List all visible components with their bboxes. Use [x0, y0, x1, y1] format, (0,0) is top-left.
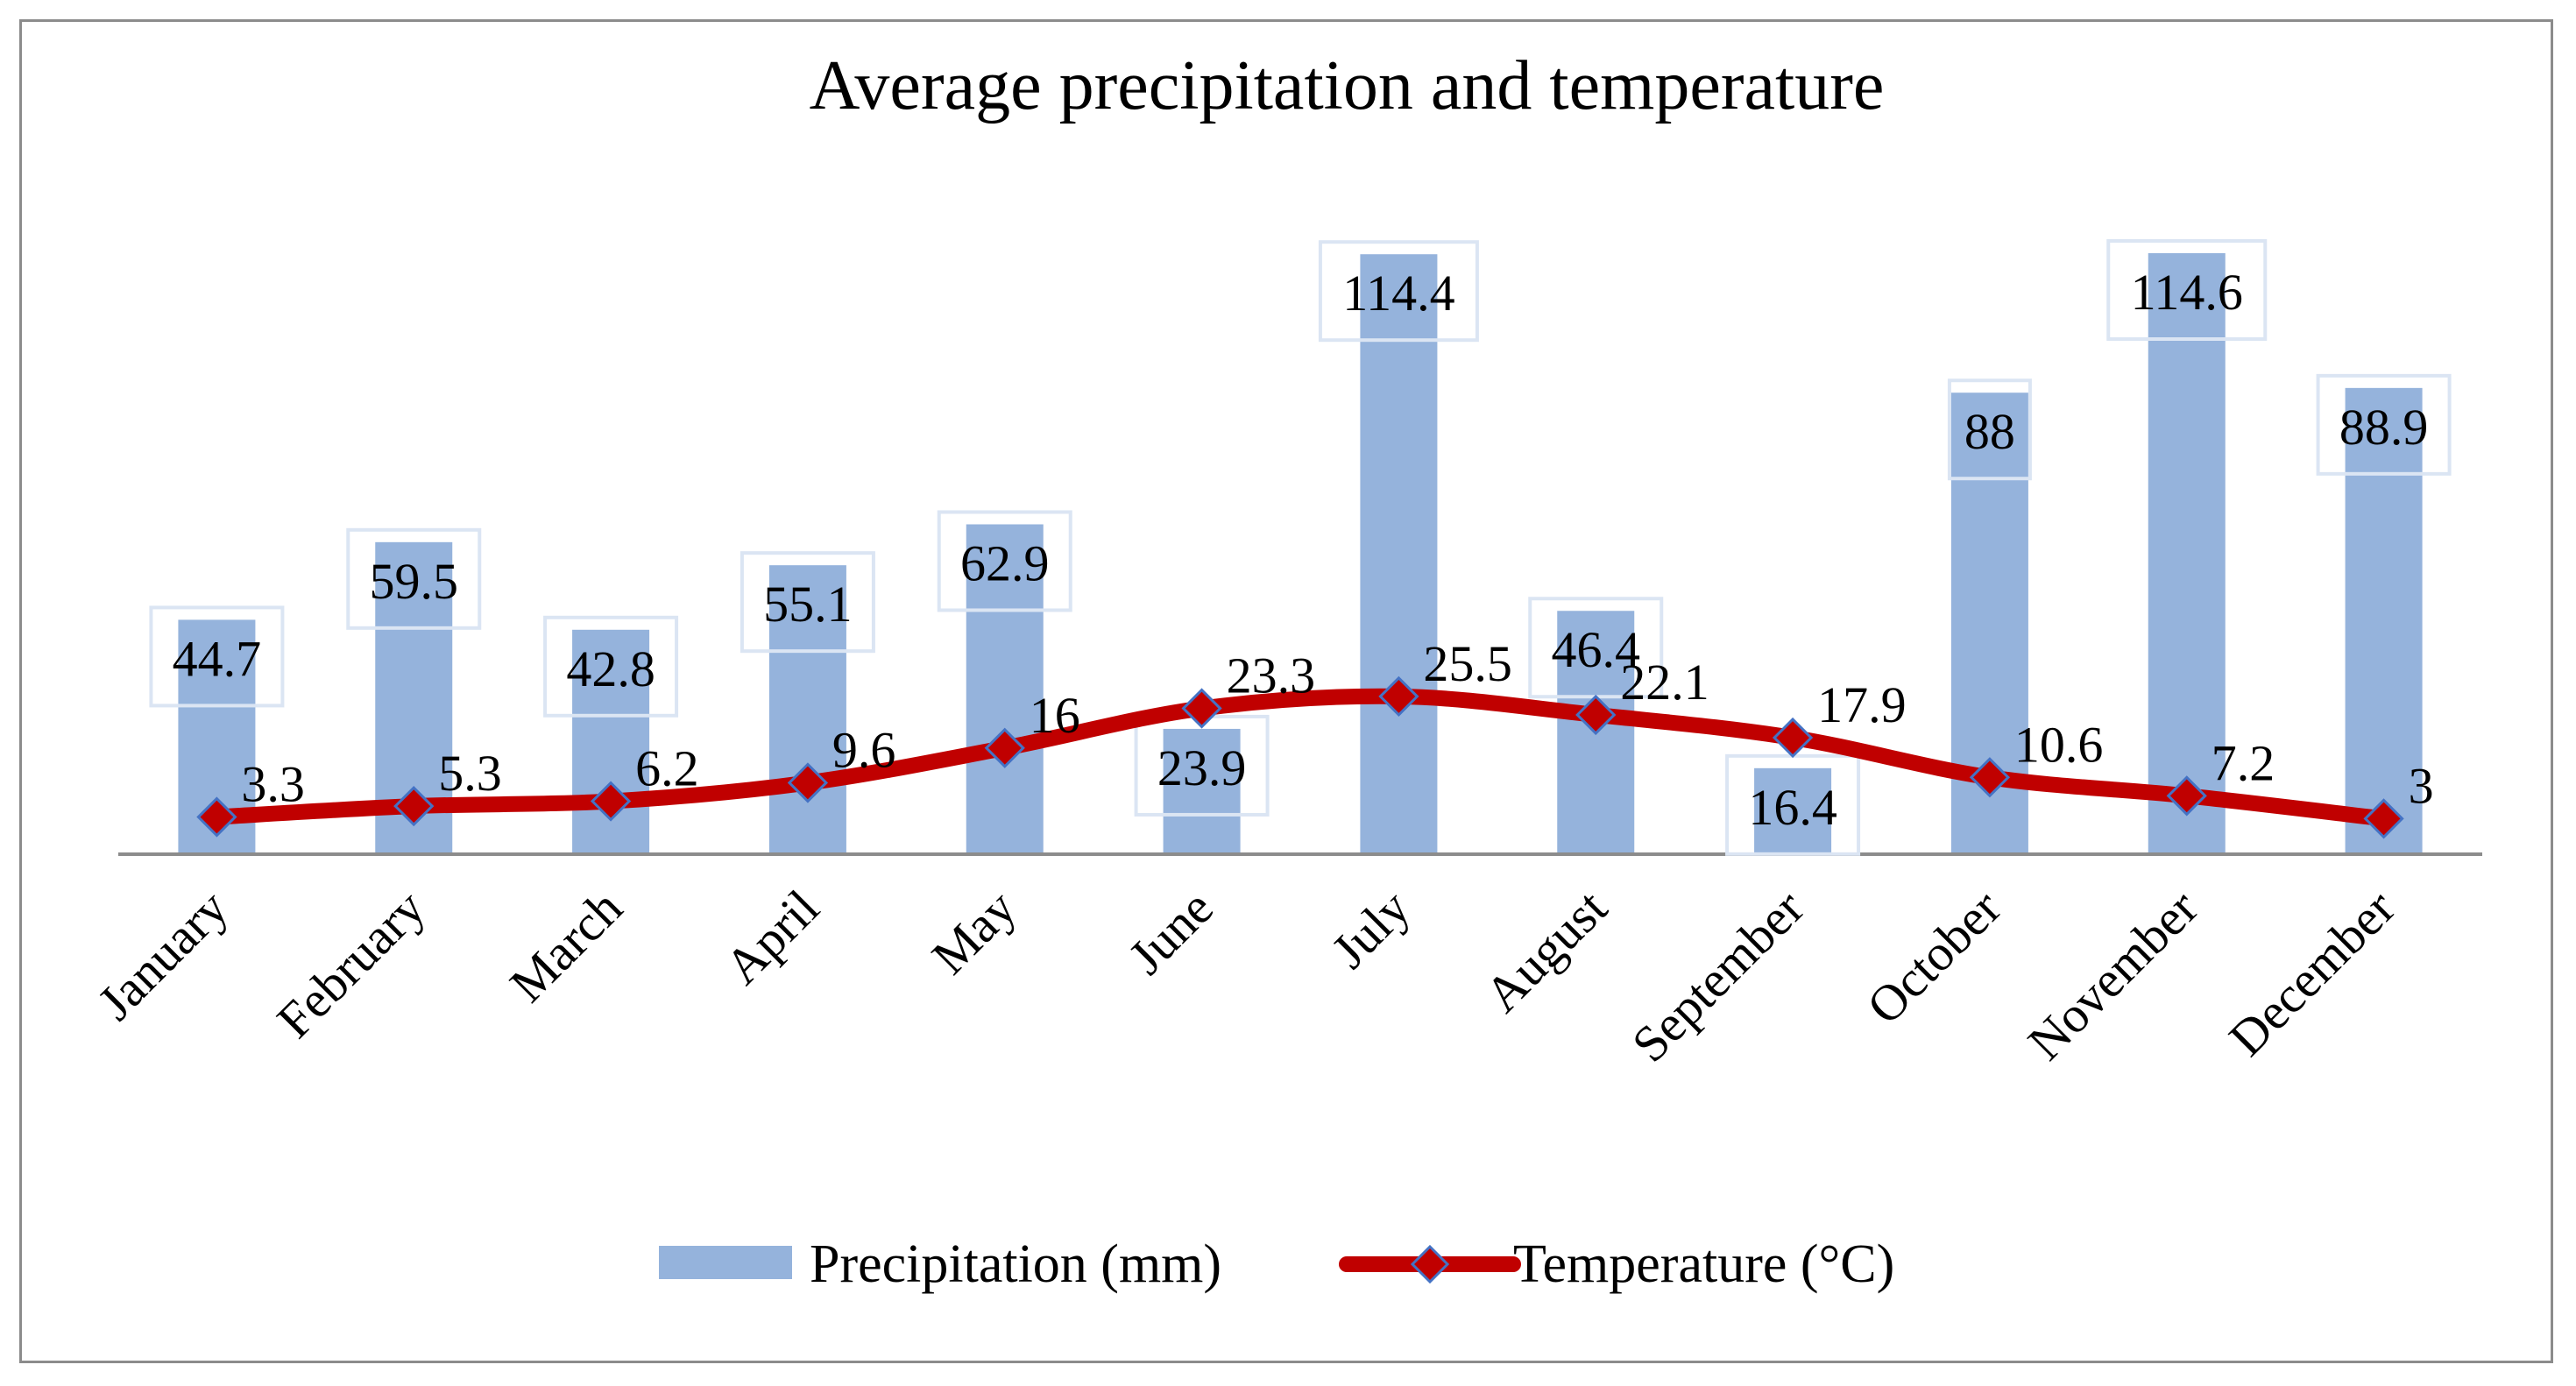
temperature-label-september: 17.9: [1817, 676, 1907, 733]
precipitation-label-box-february: [346, 527, 482, 630]
precipitation-label-july: 114.4: [1342, 265, 1454, 322]
precipitation-bar-july: [1360, 254, 1438, 854]
temperature-label-january: 3.3: [241, 756, 305, 813]
temperature-label-april: 9.6: [832, 721, 896, 778]
temperature-marker-january: [196, 796, 237, 838]
legend-temperature-marker: [1410, 1244, 1450, 1284]
x-tick-label-february: February: [265, 879, 435, 1049]
precipitation-bars: [178, 253, 2423, 854]
x-tick-label-september: September: [1621, 879, 1815, 1072]
temperature-label-august: 22.1: [1620, 654, 1709, 711]
temperature-label-february: 5.3: [438, 745, 502, 802]
x-tick-label-october: October: [1856, 879, 2012, 1035]
precipitation-bar-november: [2148, 253, 2226, 854]
temperature-marker-may: [984, 727, 1025, 768]
x-tick-label-april: April: [714, 879, 831, 995]
temperature-marker-april: [787, 762, 829, 803]
precipitation-bar-december: [2345, 387, 2423, 854]
temperature-marker-june: [1181, 688, 1222, 729]
precipitation-label-november: 114.6: [2131, 264, 2243, 321]
temperature-marker-july: [1378, 675, 1419, 718]
precipitation-label-box-october: [1947, 378, 2032, 481]
precipitation-label-december: 88.9: [2339, 399, 2429, 456]
temperature-marker-february: [393, 786, 435, 827]
temperature-label-november: 7.2: [2212, 734, 2275, 791]
x-tick-label-december: December: [2218, 879, 2405, 1066]
temperature-label-december: 3: [2409, 757, 2434, 814]
temperature-label-october: 10.6: [2014, 716, 2104, 773]
legend-precipitation-swatch: [659, 1246, 792, 1279]
precipitation-label-february: 59.5: [370, 553, 459, 610]
precipitation-label-box-january: [149, 605, 285, 708]
x-tick-label-november: November: [2017, 879, 2209, 1071]
precipitation-label-may: 62.9: [960, 534, 1050, 591]
precipitation-label-march: 42.8: [566, 640, 655, 697]
precipitation-label-june: 23.9: [1157, 739, 1247, 796]
precipitation-label-box-november: [2106, 239, 2268, 341]
temperature-label-march: 6.2: [635, 740, 699, 797]
x-tick-label-may: May: [921, 879, 1027, 985]
temperature-data-labels: 3.3 5.3 6.2 9.6 16 23.3 25.5 22.1 17.9 10.6 7.2 3: [241, 635, 2433, 815]
precipitation-bar-april: [768, 565, 846, 854]
temperature-marker-november: [2166, 775, 2207, 817]
temperature-label-july: 25.5: [1423, 635, 1512, 692]
temperature-marker-september: [1772, 717, 1814, 759]
legend-precipitation-label: Precipitation (mm): [810, 1234, 1221, 1294]
precipitation-bar-may: [966, 524, 1044, 854]
precipitation-label-box-april: [740, 551, 875, 654]
temperature-label-may: 16: [1030, 687, 1080, 744]
temperature-line: [209, 688, 2392, 827]
x-tick-label-august: August: [1474, 879, 1617, 1022]
precipitation-label-box-may: [937, 510, 1072, 612]
precipitation-label-october: 88: [1964, 403, 2015, 460]
x-tick-label-july: July: [1320, 879, 1420, 979]
legend-temperature-label: Temperature (°C): [1513, 1234, 1894, 1294]
x-tick-label-march: March: [499, 879, 633, 1013]
legend: Precipitation (mm) Temperature (°C): [659, 1234, 1894, 1294]
precipitation-bar-september: [1754, 767, 1832, 854]
precipitation-label-august: 46.4: [1552, 621, 1641, 678]
precipitation-label-box-july: [1318, 240, 1479, 343]
temperature-marker-march: [590, 781, 632, 822]
precipitation-label-box-december: [2316, 373, 2452, 476]
temperature-label-june: 23.3: [1227, 647, 1316, 704]
x-tick-label-january: January: [87, 879, 239, 1031]
temperature-marker-august: [1575, 694, 1617, 736]
precipitation-data-labels: 44.7 59.5 42.8 55.1 62.9 23.9 114.4 46.4 16.4 88 1…: [149, 239, 2452, 856]
precipitation-label-january: 44.7: [173, 630, 262, 687]
chart-title: Average precipitation and temperature: [810, 47, 1885, 124]
temperature-marker-december: [2363, 798, 2404, 839]
precipitation-label-box-march: [543, 615, 679, 718]
temperature-marker-october: [1969, 757, 2011, 798]
precipitation-bar-june: [1163, 728, 1241, 854]
precipitation-label-april: 55.1: [763, 576, 853, 633]
x-axis-category-labels: January February March April May June July Augu…: [87, 879, 2406, 1072]
x-tick-label-june: June: [1118, 879, 1224, 985]
temperature-line-series: [196, 675, 2404, 839]
precipitation-label-september: 16.4: [1748, 779, 1837, 836]
